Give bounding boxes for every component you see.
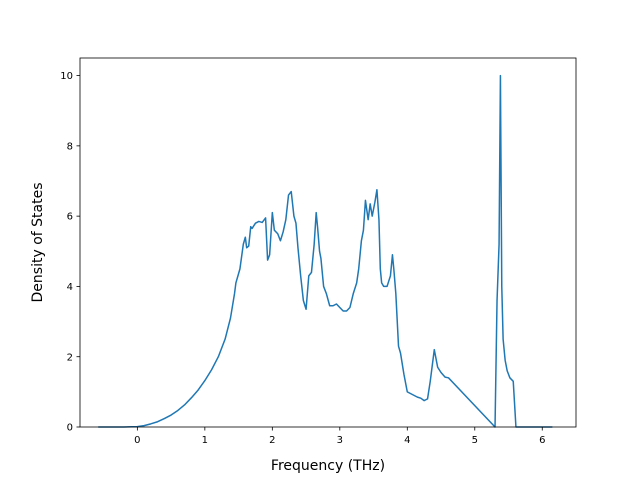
y-tick-label: 6 xyxy=(67,212,73,223)
x-tick-label: 0 xyxy=(134,435,140,446)
x-axis-ticks: 0 1 2 3 4 5 6 xyxy=(134,427,545,446)
x-tick-label: 2 xyxy=(269,435,275,446)
y-tick-label: 10 xyxy=(60,71,73,82)
dos-series-line xyxy=(98,74,553,428)
y-tick-label: 2 xyxy=(67,352,73,363)
x-tick-label: 6 xyxy=(539,435,545,446)
y-tick-label: 0 xyxy=(67,423,73,434)
y-tick-label: 8 xyxy=(67,141,73,152)
x-tick-label: 4 xyxy=(404,435,410,446)
x-axis-label: Frequency (THz) xyxy=(271,458,385,474)
x-tick-label: 3 xyxy=(337,435,343,446)
axes-frame xyxy=(79,57,577,428)
y-axis-ticks: 0 2 4 6 8 10 xyxy=(60,71,80,434)
y-tick-label: 4 xyxy=(67,282,73,293)
x-tick-label: 1 xyxy=(202,435,208,446)
x-tick-label: 5 xyxy=(472,435,478,446)
plot-area xyxy=(98,74,553,428)
y-axis-label: Density of States xyxy=(30,183,46,303)
